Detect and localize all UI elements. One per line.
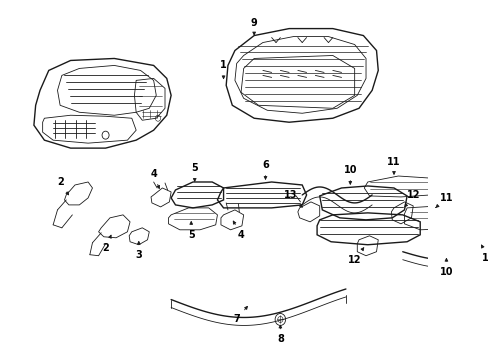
- Text: 13: 13: [481, 245, 488, 263]
- Text: 8: 8: [276, 325, 283, 345]
- Text: 4: 4: [233, 221, 244, 240]
- Text: 11: 11: [435, 193, 452, 208]
- Text: 9: 9: [250, 18, 257, 35]
- Text: 12: 12: [404, 190, 419, 207]
- Text: 3: 3: [135, 242, 142, 260]
- Text: 7: 7: [233, 306, 247, 324]
- Text: 12: 12: [347, 248, 363, 265]
- Text: 4: 4: [150, 169, 159, 189]
- Text: 5: 5: [187, 221, 194, 240]
- Text: 2: 2: [102, 235, 111, 253]
- Text: 5: 5: [191, 163, 198, 181]
- Text: 11: 11: [386, 157, 400, 174]
- Text: 10: 10: [343, 165, 356, 184]
- Text: 13: 13: [284, 190, 302, 207]
- Text: 1: 1: [220, 60, 226, 79]
- Text: 2: 2: [57, 177, 68, 195]
- Text: 10: 10: [439, 258, 452, 276]
- Text: 6: 6: [262, 160, 268, 179]
